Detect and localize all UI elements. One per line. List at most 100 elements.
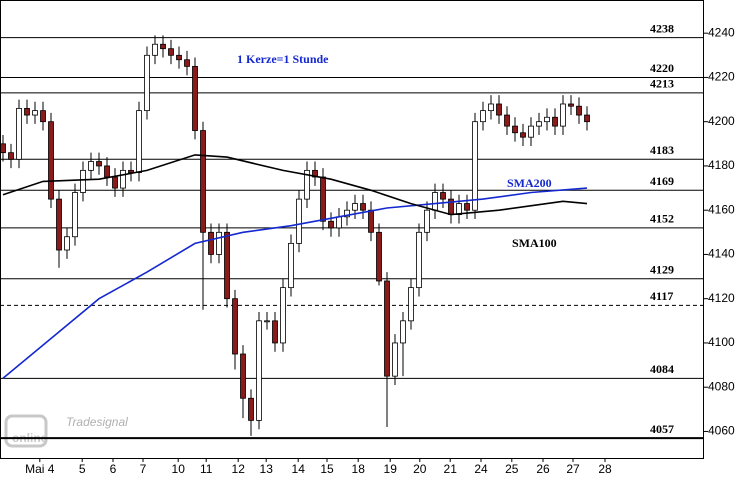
y-tick-label: 4200 [708,114,735,128]
level-label: 4169 [650,174,674,188]
candle-body [416,231,422,289]
candle-body [512,125,518,134]
candle-body [488,103,494,112]
candle-body [304,169,310,200]
watermark-text: Tradesignal [66,415,128,429]
x-tick-label: 20 [413,462,427,476]
candle-body [144,54,150,112]
candle-body [96,161,102,167]
plot-frame [0,0,704,459]
sma-label: SMA200 [507,176,552,190]
candle-body [112,176,118,189]
x-tick-label: 24 [474,462,488,476]
x-tick-label: 19 [384,462,398,476]
y-tick-label: 4080 [708,379,735,393]
level-label: 4213 [650,77,674,91]
candle-body [184,59,190,67]
candle-body [424,209,430,233]
candle-body [344,209,350,218]
candle-body [584,114,590,123]
x-tick-label: 6 [110,462,117,476]
y-tick-label: 4160 [708,202,735,216]
candle-body [200,130,206,233]
x-tick-label: 25 [505,462,519,476]
candle-body [176,54,182,61]
candle-body [32,110,38,116]
candle-body [472,121,478,211]
y-tick-label: 4180 [708,158,735,172]
y-tick-label: 4100 [708,335,735,349]
y-tick-label: 4240 [708,25,735,39]
candle-body [240,353,246,399]
candle-body [248,397,254,421]
candle-body [288,242,294,289]
candle-body [168,48,174,56]
candle-body [320,176,326,222]
candle-body [264,320,270,323]
level-label: 4183 [650,143,674,157]
candle-body [528,125,534,138]
level-label: 4129 [650,263,674,277]
x-tick-label: 14 [292,462,306,476]
sma-line [2,187,588,379]
candle-body [328,220,334,229]
candle-body [400,320,406,344]
candle-body [560,103,566,127]
candle-body [360,203,366,211]
candle-body [152,43,158,56]
candle-body [104,165,110,178]
candle-body [552,116,558,127]
x-tick-label: 11 [200,462,213,476]
x-tick-label: 27 [566,462,580,476]
x-tick-label: 18 [352,462,366,476]
candle-body [88,161,94,171]
x-tick-label: 26 [536,462,550,476]
candle-body [8,152,14,160]
candle-body [120,169,126,189]
sma-line [2,154,588,216]
candle-body [368,209,374,233]
candle-body [72,192,78,238]
candle-body [232,298,238,355]
x-tick-label: 10 [172,462,186,476]
level-label: 4238 [650,21,674,35]
level-label: 4220 [650,61,674,75]
x-tick-label: 28 [598,462,612,476]
candle-body [480,110,486,123]
candle-body [376,231,382,282]
candle-body [352,203,358,211]
candle-body [24,108,30,116]
candle-body [160,43,166,50]
candle-body [440,192,446,200]
candle-body [536,121,542,127]
candle-body [216,231,222,255]
level-label: 4117 [650,289,673,303]
candle-body [64,236,70,251]
candle-body [576,105,582,116]
annotation: 1 Kerze=1 Stunde [237,52,329,66]
x-tick-label: Mai 4 [25,462,55,476]
candle-body [136,110,142,173]
x-tick-label: 12 [232,462,246,476]
candle-body [280,287,286,344]
y-tick-label: 4120 [708,291,735,305]
candle-body [336,216,342,229]
candle-body [40,110,46,123]
candle-body [496,103,502,116]
watermark-frame [4,414,48,448]
candle-body [16,108,22,160]
candle-body [568,103,574,107]
x-tick-label: 5 [79,462,86,476]
level-label: 4152 [650,212,674,226]
y-tick-label: 4220 [708,70,735,84]
candle-body [504,114,510,127]
candle-body [392,342,398,377]
candle-body [408,287,414,322]
level-label: 4057 [650,422,674,436]
x-tick-label: 7 [140,462,147,476]
candle-body [520,132,526,138]
candle-body [256,320,262,421]
x-tick-label: 13 [260,462,274,476]
